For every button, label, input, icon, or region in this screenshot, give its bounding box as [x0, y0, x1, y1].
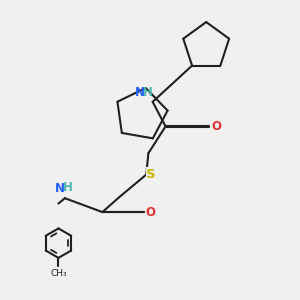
- Text: H: H: [63, 181, 73, 194]
- Text: H: H: [143, 85, 153, 99]
- Text: O: O: [146, 206, 156, 219]
- Text: O: O: [211, 120, 221, 133]
- Text: N: N: [135, 86, 145, 99]
- Text: N: N: [55, 182, 65, 195]
- Text: CH₃: CH₃: [50, 268, 67, 278]
- Text: S: S: [146, 168, 156, 181]
